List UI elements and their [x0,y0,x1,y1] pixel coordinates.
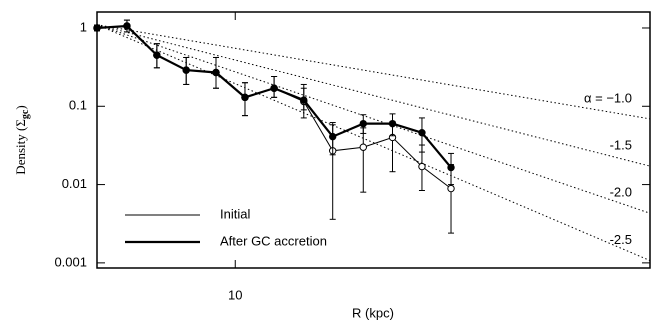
data-point [418,162,426,171]
power-law-label: α = −1.0 [584,90,632,105]
data-point [418,128,426,137]
legend-label: After GC accretion [220,233,327,248]
y-tick-label: 0.1 [69,98,87,113]
data-point [359,143,367,151]
power-law-line [96,24,651,262]
x-axis-label: R (kpc) [352,305,394,320]
data-point [270,84,278,92]
data-point [212,68,220,77]
data-point [447,163,455,172]
plot-frame [96,11,651,269]
data-point [153,51,161,59]
power-law-label: -2.5 [610,232,632,247]
data-point [123,22,131,30]
power-law-label: -2.0 [610,185,632,200]
y-tick-label: 0.001 [54,254,87,269]
y-tick-label: 0.01 [62,176,87,191]
power-law-line [96,24,651,167]
data-point [359,119,367,128]
y-label-end: ) [13,105,28,109]
y-label-sub: gc [20,109,31,119]
data-point [182,66,190,74]
data-point [241,93,249,102]
data-point [93,24,101,32]
power-law-line [96,24,651,120]
power-law-line [96,24,651,214]
legend-label: Initial [220,206,250,221]
data-point [328,132,337,141]
y-label-main: Density (Σ [13,119,28,175]
power-law-label: -1.5 [610,138,632,153]
x-tick-label: 10 [228,287,242,302]
y-tick-label: 1 [80,19,87,34]
data-point [388,119,397,128]
series-line [96,25,452,189]
data-point [447,184,455,193]
data-point [300,96,308,104]
y-axis-label: Density (Σgc) [13,105,31,174]
